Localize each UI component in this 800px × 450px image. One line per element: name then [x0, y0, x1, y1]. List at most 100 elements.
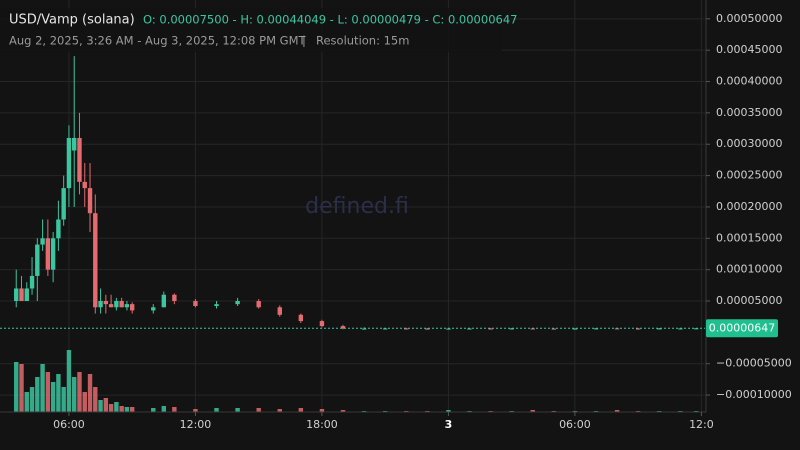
candle-body [82, 181, 87, 189]
volume-bar [56, 374, 61, 412]
candle-body [24, 288, 29, 302]
candle-body [404, 328, 409, 330]
volume-bar [61, 387, 66, 412]
volume-bar [19, 364, 24, 412]
volume-bar [72, 377, 77, 412]
y-tick-label: −0.00010000 [716, 388, 792, 401]
volume-bar [87, 374, 93, 412]
candle-body [72, 137, 77, 151]
volume-bar [93, 387, 98, 412]
candle-body [193, 301, 198, 307]
volume-bar [340, 410, 346, 412]
candle-body [19, 288, 24, 302]
last-price-box [706, 319, 778, 338]
y-tick-label: 0.00025000 [716, 169, 782, 182]
y-tick-label: 0.00040000 [716, 75, 782, 88]
volume-bar [298, 408, 304, 412]
volume-bar [98, 400, 103, 412]
candle-body [551, 328, 557, 330]
volume-bar [235, 408, 240, 412]
volume-bar [124, 407, 130, 412]
candle-body [108, 304, 114, 308]
x-tick-label: 3 [445, 418, 453, 431]
candle-body [50, 238, 56, 270]
x-tick-label: 12:0 [689, 418, 714, 431]
y-tick-label: 0.00020000 [716, 200, 782, 213]
subtitle: Aug 2, 2025, 3:26 AM - Aug 3, 2025, 12:0… [9, 34, 307, 48]
volume-bar [446, 410, 451, 412]
volume-bar [114, 402, 119, 412]
candle-body [382, 328, 388, 330]
volume-bar [119, 406, 124, 412]
volume-bar [161, 406, 167, 412]
volume-bar [614, 410, 620, 412]
candle-body [214, 304, 219, 307]
candle-body [151, 307, 156, 311]
volume-bar [40, 364, 45, 412]
candle-body [530, 328, 535, 330]
candle-body [66, 137, 72, 189]
y-tick-label: 0.00035000 [716, 106, 782, 119]
candle-body [235, 301, 240, 305]
volume-bar [277, 409, 282, 412]
volume-bar [151, 408, 156, 412]
candle-body [509, 328, 514, 330]
ohlc-text: O: 0.00007500 - H: 0.00044049 - L: 0.000… [143, 13, 517, 27]
chart-title: USD/Vamp (solana) [9, 13, 135, 28]
candle-body [277, 307, 282, 315]
candle-body [161, 294, 167, 308]
marks [0, 56, 705, 412]
candle-body [657, 328, 662, 330]
header-bg [0, 8, 502, 52]
candle-body [56, 219, 61, 239]
volume-bar [82, 392, 87, 412]
volume-bar [35, 377, 40, 412]
y-tick-label: 0.00045000 [716, 43, 782, 56]
watermark: defined.fi [305, 194, 409, 219]
y-tick-label: 0.00015000 [716, 231, 782, 244]
y-tick-label: 0.00005000 [716, 294, 782, 307]
candle-body [488, 328, 493, 330]
candle-body [14, 288, 19, 302]
candle-body [319, 321, 325, 327]
candle-body [124, 304, 130, 308]
volume-bar [29, 387, 35, 412]
volume-bar [14, 362, 19, 412]
y-tick-label: 0.00010000 [716, 263, 782, 276]
candle-body [77, 137, 82, 182]
x-tick-label: 18:00 [306, 418, 338, 431]
candle-body [35, 244, 40, 276]
y-tick-label: 0.00030000 [716, 137, 782, 150]
x-tick-label: 12:00 [180, 418, 212, 431]
candle-body [119, 301, 124, 308]
volume-bar [77, 372, 82, 412]
volume-bar [256, 408, 261, 412]
candle-body [361, 328, 367, 330]
volume-bar [319, 409, 325, 412]
candle-body [29, 275, 35, 289]
last-price-label: 0.00000647 [709, 321, 775, 334]
volume-bar [50, 382, 56, 412]
candle-body [467, 328, 472, 330]
volume-bar [108, 404, 114, 412]
x-tick-label: 06:00 [53, 418, 85, 431]
candle-body [103, 301, 109, 305]
axes: 0.00050000 0.00045000 0.00040000 0.00035000… [53, 12, 792, 431]
candle-body [340, 326, 346, 329]
candle-body [45, 238, 51, 270]
candle-body [114, 301, 119, 308]
candle-body [425, 328, 430, 330]
candle-body [87, 188, 93, 214]
volume-bar [193, 409, 198, 412]
candle-body [98, 301, 103, 308]
y-tick-label: 0.00050000 [716, 12, 782, 25]
candle-body [129, 304, 135, 311]
candle-body [172, 294, 177, 302]
candle-body [593, 328, 599, 330]
candle-body [298, 314, 304, 322]
y-tick-label: −0.00005000 [716, 357, 792, 370]
candle-body [614, 328, 620, 330]
volume-bar [45, 372, 51, 412]
